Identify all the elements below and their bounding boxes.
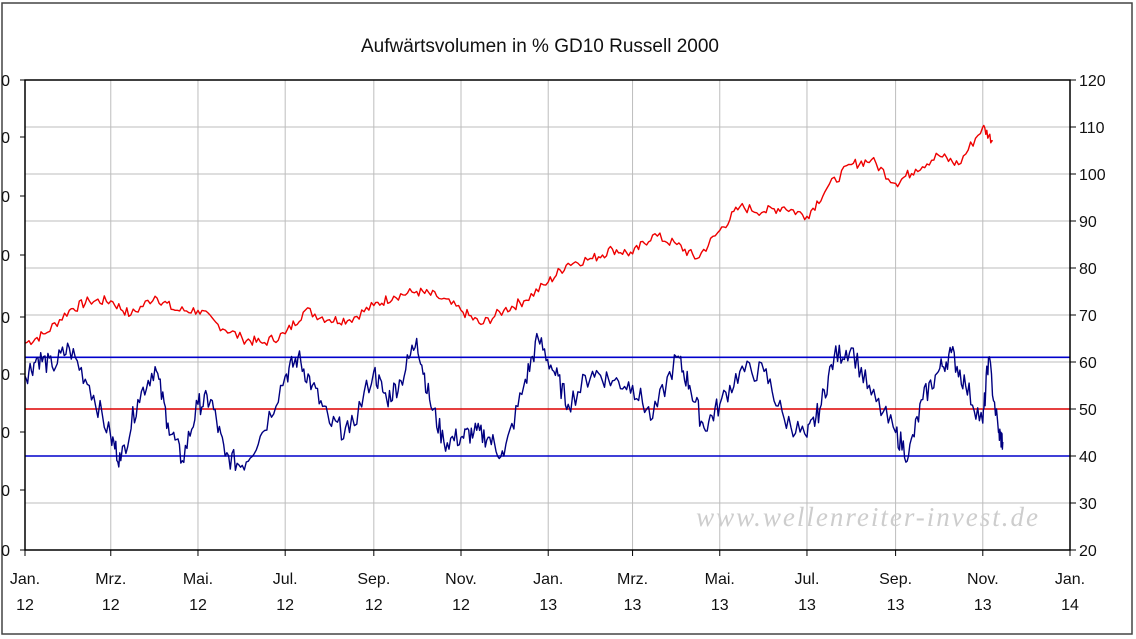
x-tick-label-year: 12 [189,597,207,614]
x-tick-label-month: Jan. [533,571,563,588]
y-right-tick-label: 80 [1079,261,1097,278]
x-tick-label-year: 13 [887,597,905,614]
x-tick-label-month: Mrz. [95,571,126,588]
x-tick-label-year: 13 [539,597,557,614]
y-right-tick-label: 90 [1079,214,1097,231]
x-tick-label-year: 13 [798,597,816,614]
y-right-tick-label: 100 [1079,167,1106,184]
x-tick-label-year: 12 [102,597,120,614]
x-tick-label-month: Mrz. [617,571,648,588]
chart-title: Aufwärtsvolumen in % GD10 Russell 2000 [361,36,719,57]
y-right-tick-label: 20 [1079,543,1097,560]
y-left-tick-label: 0 [1,483,10,500]
x-tick-label-month: Mai. [183,571,213,588]
y-left-tick-label: 0 [1,73,10,90]
y-right-tick-label: 40 [1079,449,1097,466]
x-tick-label-year: 13 [974,597,992,614]
series-group [24,124,1004,471]
y-right-tick-label: 60 [1079,355,1097,372]
x-tick-label-month: Sep. [879,571,912,588]
y-right-tick-label: 50 [1079,402,1097,419]
y-left-tick-label: 0 [1,543,10,560]
x-tick-label-year: 12 [16,597,34,614]
x-tick-label-year: 12 [452,597,470,614]
x-tick-label-year: 12 [365,597,383,614]
x-tick-label-year: 12 [276,597,294,614]
x-tick-label-year: 13 [624,597,642,614]
y-right-tick-label: 120 [1079,73,1106,90]
x-tick-label-month: Nov. [445,571,477,588]
y-left-tick-label: 0 [1,425,10,442]
series-line-red [24,124,994,346]
y-axis-right: 120 110 100 90 80 70 60 50 40 30 20 [1070,73,1106,560]
y-right-tick-label: 110 [1079,120,1105,137]
y-right-tick-label: 30 [1079,496,1097,513]
y-right-tick-label: 70 [1079,308,1097,325]
x-tick-label-month: Jul. [273,571,298,588]
x-axis: Jan. 12 Mrz. 12 Mai. 12 Jul. 12 Sep. 12 Nov. 12 Jan.… [10,550,1085,614]
x-tick-label-month: Nov. [967,571,999,588]
x-tick-label-month: Jan. [1055,571,1085,588]
y-left-tick-label: 0 [1,248,10,265]
y-left-tick-label: 0 [1,310,10,327]
y-axis-left: 0 0 0 0 0 0 0 0 0 [1,73,25,560]
y-left-tick-label: 0 [1,367,10,384]
x-tick-label-month: Mai. [705,571,735,588]
y-left-tick-label: 0 [1,130,10,147]
x-tick-label-month: Sep. [357,571,390,588]
reference-lines [25,356,1070,457]
x-tick-label-year: 13 [711,597,729,614]
x-tick-label-month: Jul. [795,571,820,588]
x-tick-label-year: 14 [1061,597,1079,614]
y-left-tick-label: 0 [1,189,10,206]
watermark: www.wellenreiter-invest.de [696,502,1040,532]
series-line-blue [24,332,1004,471]
x-tick-label-month: Jan. [10,571,40,588]
